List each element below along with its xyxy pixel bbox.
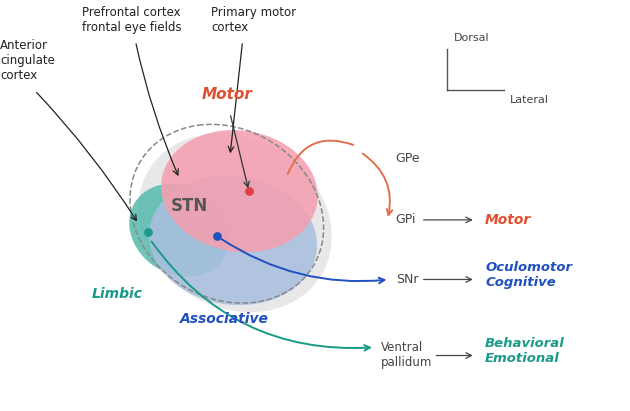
- Text: Motor: Motor: [202, 87, 252, 102]
- Ellipse shape: [161, 130, 318, 252]
- Text: GPi: GPi: [396, 213, 416, 226]
- Text: Dorsal: Dorsal: [454, 33, 490, 43]
- Text: Prefrontal cortex
frontal eye fields: Prefrontal cortex frontal eye fields: [82, 6, 181, 34]
- Text: SNr: SNr: [396, 273, 418, 286]
- Text: Limbic: Limbic: [91, 287, 142, 301]
- Text: Behavioral
Emotional: Behavioral Emotional: [485, 337, 565, 365]
- Text: Lateral: Lateral: [510, 95, 549, 104]
- Ellipse shape: [138, 134, 332, 312]
- Text: Motor: Motor: [485, 213, 531, 227]
- Text: Associative: Associative: [180, 312, 268, 326]
- Point: [244, 188, 254, 194]
- Text: Primary motor
cortex: Primary motor cortex: [211, 6, 296, 34]
- Text: Ventral
pallidum: Ventral pallidum: [381, 341, 433, 369]
- Text: Anterior
cingulate
cortex: Anterior cingulate cortex: [0, 39, 55, 82]
- Text: STN: STN: [170, 196, 208, 215]
- Ellipse shape: [149, 176, 317, 305]
- Point: [143, 229, 153, 236]
- Ellipse shape: [129, 184, 230, 277]
- Text: GPe: GPe: [396, 152, 420, 165]
- Text: Oculomotor
Cognitive: Oculomotor Cognitive: [485, 261, 572, 289]
- Point: [212, 233, 222, 240]
